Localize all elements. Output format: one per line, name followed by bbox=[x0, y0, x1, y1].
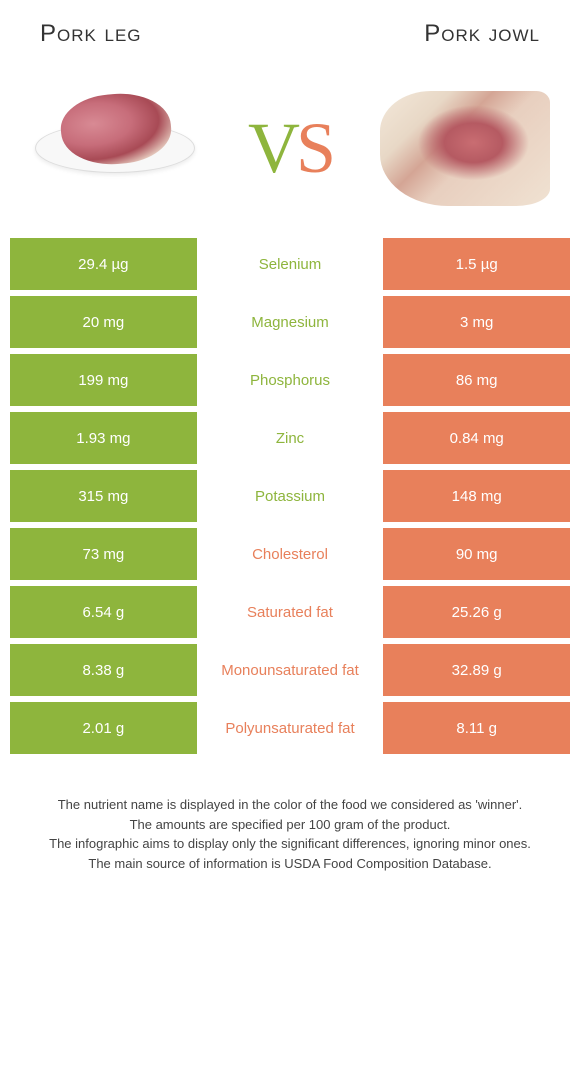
table-row: 199 mgPhosphorus86 mg bbox=[10, 354, 570, 406]
vs-label: VS bbox=[248, 107, 332, 190]
left-value-cell: 29.4 µg bbox=[10, 238, 197, 290]
pork-leg-icon bbox=[58, 89, 174, 168]
left-value-cell: 1.93 mg bbox=[10, 412, 197, 464]
right-value-cell: 0.84 mg bbox=[383, 412, 570, 464]
right-food-title: Pork jowl bbox=[424, 20, 540, 48]
nutrient-label-cell: Potassium bbox=[197, 470, 384, 522]
footnote-line: The infographic aims to display only the… bbox=[25, 834, 555, 854]
left-food-title: Pork leg bbox=[40, 20, 142, 48]
table-row: 315 mgPotassium148 mg bbox=[10, 470, 570, 522]
left-food-image bbox=[30, 88, 200, 208]
plate-icon bbox=[35, 123, 195, 173]
left-value-cell: 6.54 g bbox=[10, 586, 197, 638]
vs-s-letter: S bbox=[296, 108, 332, 188]
left-value-cell: 199 mg bbox=[10, 354, 197, 406]
footnote-line: The nutrient name is displayed in the co… bbox=[25, 795, 555, 815]
right-value-cell: 1.5 µg bbox=[383, 238, 570, 290]
right-value-cell: 90 mg bbox=[383, 528, 570, 580]
footnote-line: The main source of information is USDA F… bbox=[25, 854, 555, 874]
table-row: 20 mgMagnesium3 mg bbox=[10, 296, 570, 348]
right-value-cell: 86 mg bbox=[383, 354, 570, 406]
right-value-cell: 32.89 g bbox=[383, 644, 570, 696]
left-value-cell: 20 mg bbox=[10, 296, 197, 348]
right-value-cell: 8.11 g bbox=[383, 702, 570, 754]
nutrient-label-cell: Selenium bbox=[197, 238, 384, 290]
nutrient-label-cell: Magnesium bbox=[197, 296, 384, 348]
right-food-image bbox=[380, 88, 550, 208]
nutrient-label-cell: Phosphorus bbox=[197, 354, 384, 406]
nutrient-label-cell: Monounsaturated fat bbox=[197, 644, 384, 696]
table-row: 73 mgCholesterol90 mg bbox=[10, 528, 570, 580]
infographic-container: Pork leg Pork jowl VS 29.4 µgSelenium1.5… bbox=[0, 0, 580, 903]
nutrient-label-cell: Polyunsaturated fat bbox=[197, 702, 384, 754]
table-row: 8.38 gMonounsaturated fat32.89 g bbox=[10, 644, 570, 696]
table-row: 29.4 µgSelenium1.5 µg bbox=[10, 238, 570, 290]
table-row: 6.54 gSaturated fat25.26 g bbox=[10, 586, 570, 638]
footnote-line: The amounts are specified per 100 gram o… bbox=[25, 815, 555, 835]
footnotes: The nutrient name is displayed in the co… bbox=[10, 760, 570, 883]
comparison-table: 29.4 µgSelenium1.5 µg 20 mgMagnesium3 mg 1… bbox=[10, 238, 570, 754]
left-value-cell: 73 mg bbox=[10, 528, 197, 580]
nutrient-label-cell: Cholesterol bbox=[197, 528, 384, 580]
pork-jowl-icon bbox=[380, 91, 550, 206]
vs-v-letter: V bbox=[248, 108, 296, 188]
left-value-cell: 8.38 g bbox=[10, 644, 197, 696]
right-value-cell: 148 mg bbox=[383, 470, 570, 522]
nutrient-label-cell: Zinc bbox=[197, 412, 384, 464]
nutrient-label-cell: Saturated fat bbox=[197, 586, 384, 638]
left-value-cell: 315 mg bbox=[10, 470, 197, 522]
table-row: 1.93 mgZinc0.84 mg bbox=[10, 412, 570, 464]
title-row: Pork leg Pork jowl bbox=[10, 20, 570, 78]
table-row: 2.01 gPolyunsaturated fat8.11 g bbox=[10, 702, 570, 754]
right-value-cell: 3 mg bbox=[383, 296, 570, 348]
left-value-cell: 2.01 g bbox=[10, 702, 197, 754]
right-value-cell: 25.26 g bbox=[383, 586, 570, 638]
hero-row: VS bbox=[10, 78, 570, 238]
